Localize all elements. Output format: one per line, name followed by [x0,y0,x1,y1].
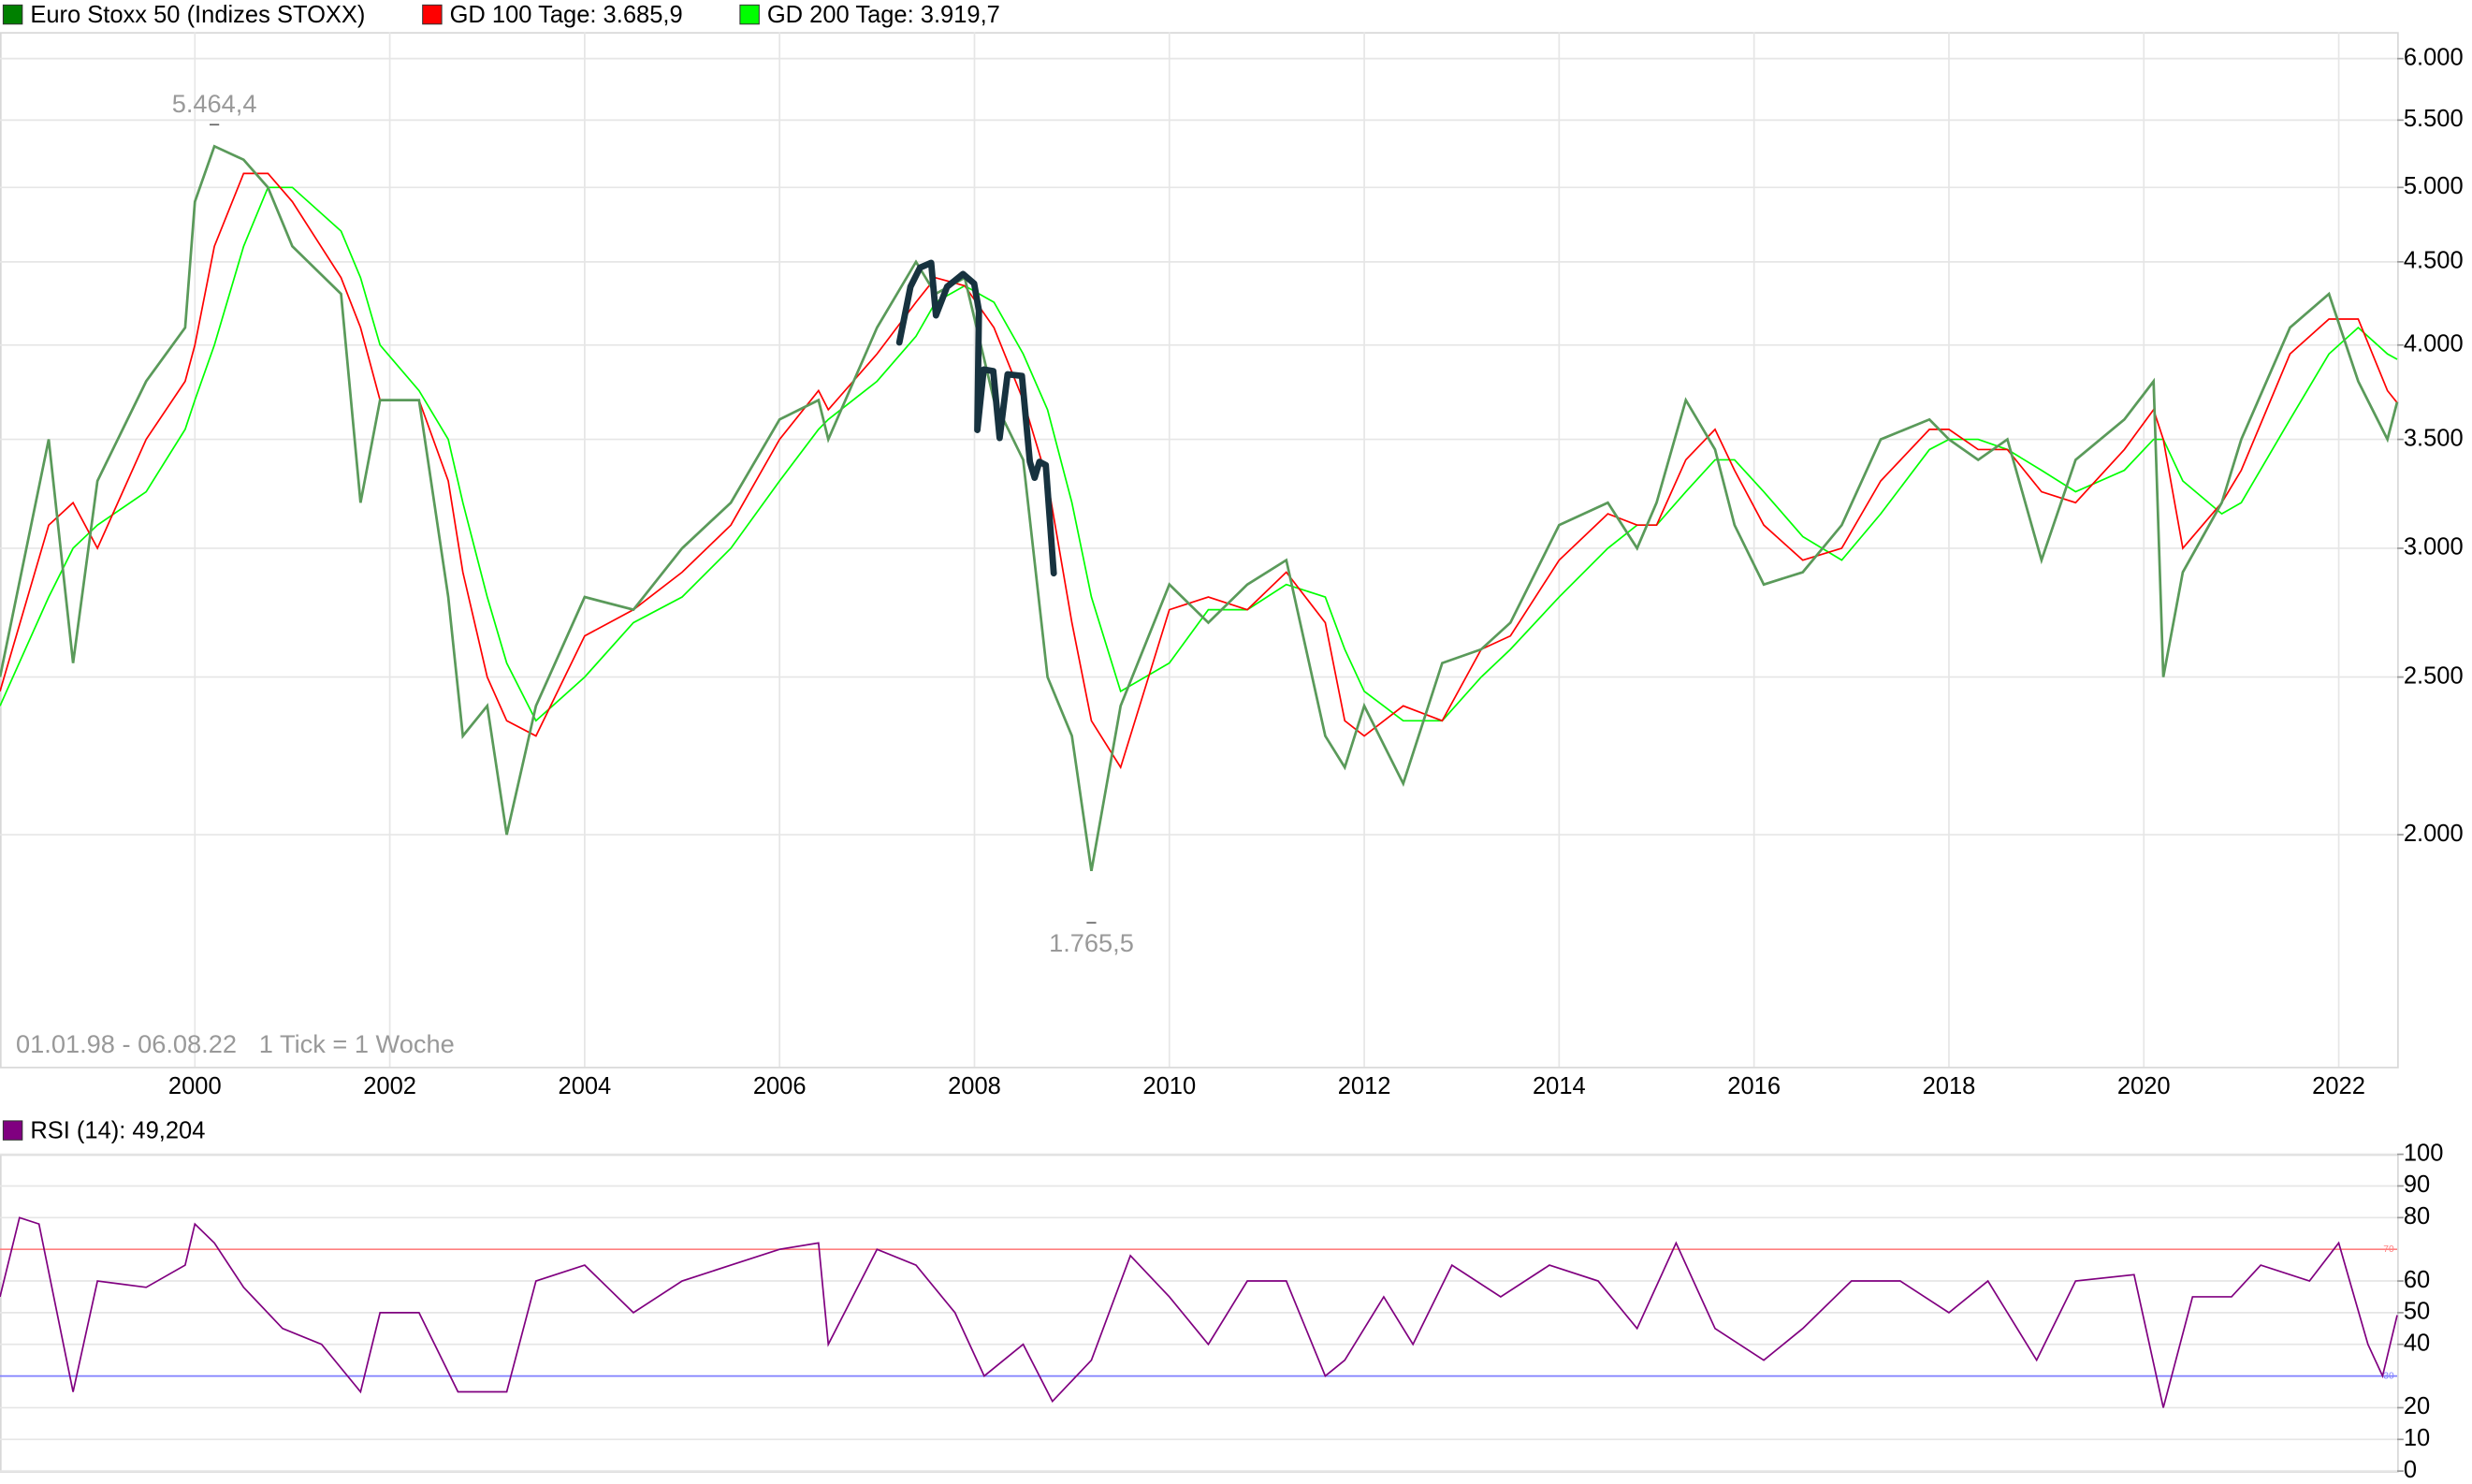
legend-swatch [2,1120,23,1141]
y-tick-label: 3.000 [2404,534,2464,560]
x-tick-label: 2020 [2117,1073,2171,1099]
hand-drawn-annotation [895,259,1057,577]
threshold-label: 70 [2383,1244,2394,1255]
y-tick-label: 0 [2404,1457,2417,1483]
y-tick-label: 5.000 [2404,173,2464,199]
y-tick-label: 80 [2404,1203,2430,1229]
x-tick-label: 2016 [1727,1073,1781,1099]
x-tick-label: 2000 [168,1073,222,1099]
y-tick-label: 2.000 [2404,821,2464,847]
y-tick-label: 2.500 [2404,662,2464,689]
extreme-label: 5.464,4 [172,89,257,118]
legend-label: GD 200 Tage: 3.919,7 [767,2,1000,28]
legend-label: Euro Stoxx 50 (Indizes STOXX) [30,2,365,28]
y-tick-label: 5.500 [2404,106,2464,132]
y-tick-label: 60 [2404,1267,2430,1293]
y-tick-label: 100 [2404,1140,2444,1166]
y-tick-label: 4.000 [2404,330,2464,356]
series-line [0,186,2398,722]
y-tick-label: 20 [2404,1393,2430,1419]
series-line [0,1216,2398,1408]
x-tick-label: 2006 [753,1073,807,1099]
x-tick-label: 2004 [559,1073,612,1099]
legend-swatch [422,4,443,25]
x-tick-label: 2022 [2312,1073,2365,1099]
extreme-label: 1.765,5 [1049,928,1134,957]
x-tick-label: 2010 [1142,1073,1196,1099]
legend-swatch [739,4,760,25]
y-tick-label: 90 [2404,1171,2430,1198]
x-tick-label: 2002 [363,1073,416,1099]
y-tick-label: 50 [2404,1299,2430,1325]
legend-label: GD 100 Tage: 3.685,9 [450,2,683,28]
footnote: 1 Tick = 1 Woche [259,1029,455,1058]
series-line [0,144,2399,872]
y-tick-label: 10 [2404,1425,2430,1451]
x-tick-label: 2008 [948,1073,1001,1099]
y-tick-label: 4.500 [2404,248,2464,274]
panel-title: RSI (14): 49,204 [30,1118,205,1144]
y-tick-label: 40 [2404,1330,2430,1356]
x-tick-label: 2014 [1533,1073,1586,1099]
threshold-label: 30 [2383,1371,2394,1381]
x-tick-label: 2018 [1923,1073,1976,1099]
y-tick-label: 3.500 [2404,425,2464,451]
footnote: 01.01.98 - 06.08.22 [16,1029,237,1058]
y-tick-label: 6.000 [2404,44,2464,70]
legend-swatch [2,4,23,25]
plot-frame [0,32,2399,1069]
x-tick-label: 2012 [1338,1073,1391,1099]
